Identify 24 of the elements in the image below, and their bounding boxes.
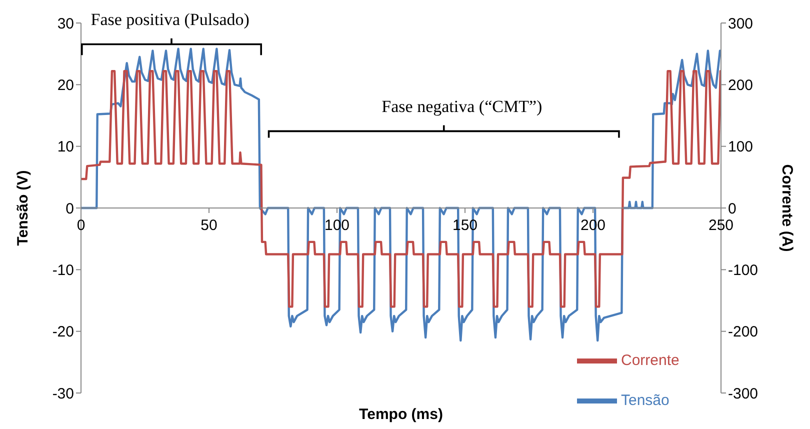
y-tick-label: 10	[57, 138, 74, 156]
y-tick-label: -20	[52, 324, 74, 341]
y2-tick-label: -100	[728, 262, 758, 279]
y-tick-label: -10	[52, 262, 74, 279]
y2-tick-label: 200	[728, 76, 754, 94]
y2-tick-label: 100	[728, 138, 754, 156]
y2-axis-title: Corrente (A)	[778, 164, 796, 252]
y2-tick-label: 300	[728, 15, 754, 32]
x-tick-label: 50	[200, 217, 218, 234]
x-tick-label: 0	[76, 217, 86, 234]
y2-tick-label: -300	[728, 385, 758, 402]
legend-label: Corrente	[621, 352, 680, 369]
y-tick-label: 0	[66, 200, 74, 218]
annotation: Fase negativa (“CMT”)	[382, 97, 542, 116]
y2-tick-label: -200	[728, 324, 758, 341]
legend-label: Tensão	[621, 392, 670, 409]
x-tick-label: 250	[708, 217, 734, 234]
annotation: Fase positiva (Pulsado)	[90, 10, 250, 30]
y-tick-label: 20	[57, 76, 74, 94]
x-axis-title: Tempo (ms)	[359, 406, 443, 423]
y-axis-title: Tensão (V)	[14, 170, 32, 246]
y-tick-label: -30	[52, 385, 74, 402]
y2-tick-label: 0	[728, 200, 736, 218]
y-tick-label: 30	[57, 15, 74, 32]
